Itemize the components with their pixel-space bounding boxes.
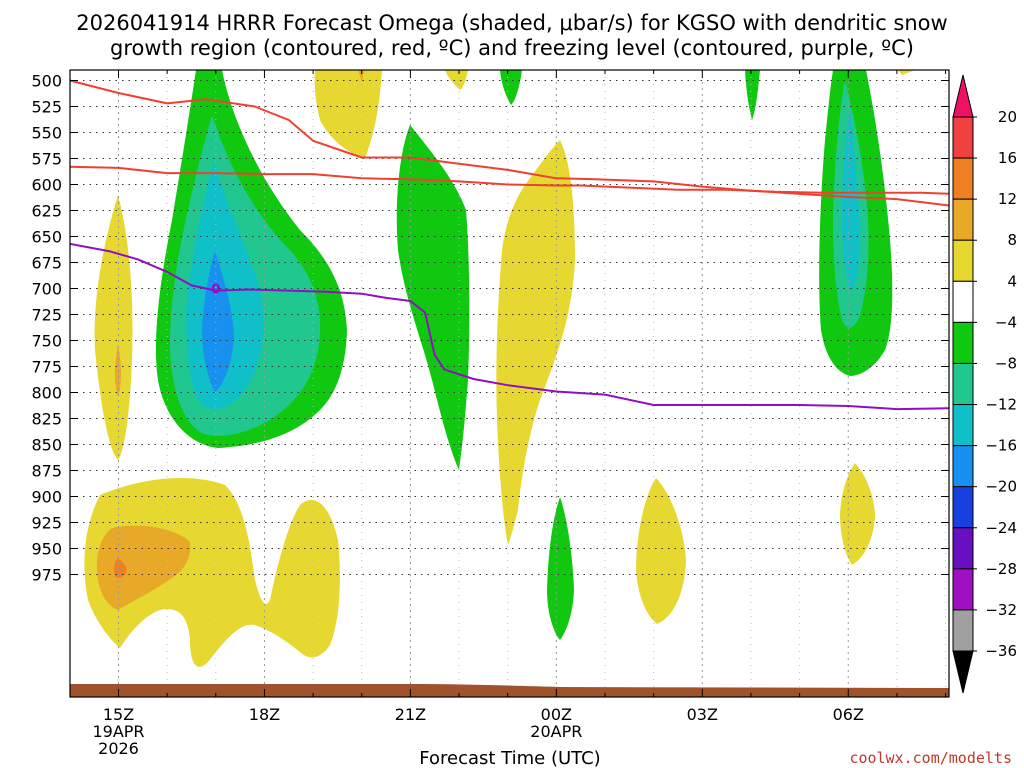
y-tick-label: 575 <box>31 150 62 169</box>
colorbar-band <box>952 362 974 406</box>
colorbar-label: −4 <box>995 313 1017 331</box>
dendritic-growth-contour <box>70 165 949 195</box>
omega-region-blue <box>202 250 234 392</box>
y-axis: 500 525 550 575 600 625 650 675 700 725 750 775 800 8… <box>31 72 949 585</box>
omega-region-yellow <box>84 477 340 667</box>
x-tick-label: 18Z <box>249 705 280 724</box>
colorbar-band <box>952 486 974 529</box>
omega-region-yellow <box>898 70 915 75</box>
chart-title-line-1: 2026041914 HRRR Forecast Omega (shaded, … <box>76 11 947 35</box>
colorbar-label: −12 <box>985 396 1017 414</box>
y-tick-label: 825 <box>31 410 62 429</box>
colorbar-label: 20 <box>998 108 1017 126</box>
colorbar-label: −8 <box>995 354 1017 372</box>
y-tick-label: 875 <box>31 462 62 481</box>
colorbar-band <box>952 609 974 652</box>
plot-frame <box>69 69 950 698</box>
colorbar-label: 8 <box>1007 231 1017 249</box>
x-tick-label: 21Z <box>395 705 426 724</box>
credit-text: coolwx.com/modelts <box>849 749 1012 767</box>
omega-region-yellow <box>840 463 875 565</box>
colorbar-band <box>952 568 974 611</box>
y-tick-label: 700 <box>31 280 62 299</box>
omega-region-yellow <box>94 195 133 460</box>
colorbar-label: −32 <box>985 601 1017 619</box>
y-tick-label: 950 <box>31 540 62 559</box>
colorbar-label: −16 <box>985 437 1017 455</box>
y-tick-label: 650 <box>31 228 62 247</box>
colorbar-label: −28 <box>985 560 1017 578</box>
y-tick-label: 900 <box>31 488 62 507</box>
colorbar-top-triangle <box>952 74 974 118</box>
colorbar-label: 16 <box>998 149 1017 167</box>
colorbar-band <box>952 445 974 488</box>
colorbar-band <box>952 280 974 323</box>
colorbar-band <box>952 239 974 282</box>
omega-region-yellow <box>496 140 575 545</box>
colorbar-label: −20 <box>985 478 1017 496</box>
y-tick-label: 600 <box>31 176 62 195</box>
x-axis-label: Forecast Time (UTC) <box>419 748 600 768</box>
x-tick-label: 06Z <box>833 705 864 724</box>
omega-region-yellow <box>636 478 686 624</box>
dendritic-growth-contour <box>70 79 949 207</box>
y-tick-label: 500 <box>31 72 62 91</box>
x-tick-label: 19APR <box>92 722 144 741</box>
colorbar-band <box>952 404 974 447</box>
omega-region-green <box>500 70 522 105</box>
omega-region-green <box>547 497 574 640</box>
y-tick-label: 800 <box>31 384 62 403</box>
y-tick-label: 625 <box>31 202 62 221</box>
colorbar-band <box>952 116 974 159</box>
y-tick-label: 750 <box>31 332 62 351</box>
omega-region-yellow <box>314 70 382 158</box>
freezing-level-contour <box>70 242 949 411</box>
x-tick-label: 20APR <box>530 722 582 741</box>
x-tick-label: 00Z <box>541 705 572 724</box>
omega-region-green <box>745 70 760 120</box>
colorbar-label: −24 <box>985 519 1017 537</box>
colorbar-band <box>952 321 974 364</box>
colorbar-bottom-triangle <box>952 650 974 694</box>
colorbar-band <box>952 198 974 241</box>
y-tick-label: 775 <box>31 358 62 377</box>
y-tick-label: 550 <box>31 124 62 143</box>
omega-shading <box>84 70 915 667</box>
omega-region-gold <box>358 70 364 82</box>
y-tick-label: 525 <box>31 98 62 117</box>
omega-region-yellow <box>445 70 468 90</box>
colorbar-band <box>952 157 974 200</box>
colorbar-label: −36 <box>985 642 1017 660</box>
x-tick-label: 2026 <box>98 739 139 758</box>
colorbar-label: 4 <box>1007 272 1017 290</box>
x-tick-label: 15Z <box>103 705 134 724</box>
omega-region-green <box>396 125 470 470</box>
y-tick-label: 925 <box>31 514 62 533</box>
y-tick-label: 675 <box>31 254 62 273</box>
contour-label: 0 <box>211 283 220 298</box>
ground-surface <box>70 684 949 697</box>
contour-lines: 0 <box>70 79 949 411</box>
colorbar-band <box>952 527 974 570</box>
colorbar-label: 12 <box>998 190 1017 208</box>
grid <box>70 70 949 697</box>
omega-region-cyan <box>841 110 860 291</box>
y-tick-label: 725 <box>31 306 62 325</box>
omega-region-orange <box>114 558 127 579</box>
x-tick-label: 03Z <box>687 705 718 724</box>
y-tick-label: 975 <box>31 566 62 585</box>
y-tick-label: 850 <box>31 436 62 455</box>
chart-title-line-2: growth region (contoured, red, ºC) and f… <box>110 36 914 60</box>
colorbar: 20 16 12 8 4 −4 −8 −12 −16 −20 −24 −28 −32 −36 <box>952 74 1017 694</box>
